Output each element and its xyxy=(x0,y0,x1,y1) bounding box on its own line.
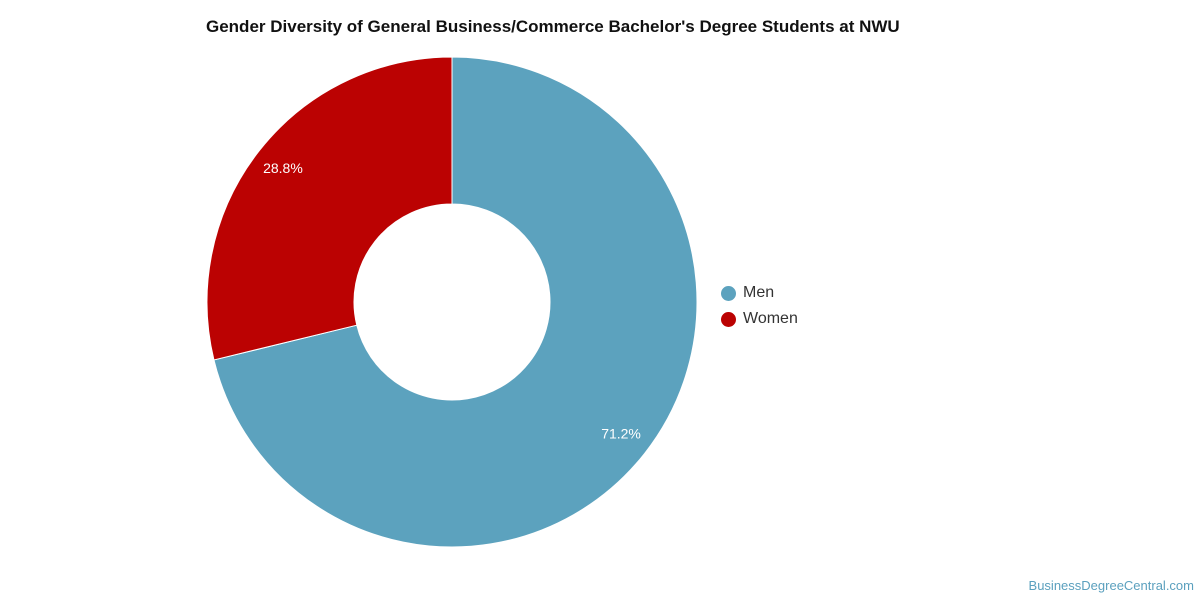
slice-labels: 71.2% 28.8% xyxy=(263,160,641,442)
source-credit[interactable]: BusinessDegreeCentral.com xyxy=(1028,578,1194,593)
legend-label-men: Men xyxy=(743,284,775,301)
legend: Men Women xyxy=(721,280,798,332)
legend-item-men[interactable]: Men xyxy=(721,280,798,306)
slice-women[interactable] xyxy=(206,56,453,361)
slice-label-men: 71.2% xyxy=(601,426,641,442)
legend-swatch-women xyxy=(721,311,736,327)
chart-title: Gender Diversity of General Business/Com… xyxy=(206,17,900,36)
legend-item-women[interactable]: Women xyxy=(721,306,798,332)
donut-slices xyxy=(206,56,698,548)
slice-label-women: 28.8% xyxy=(263,160,303,176)
slice-men[interactable] xyxy=(213,56,698,548)
legend-swatch-men xyxy=(721,285,736,301)
legend-label-women: Women xyxy=(743,310,798,327)
